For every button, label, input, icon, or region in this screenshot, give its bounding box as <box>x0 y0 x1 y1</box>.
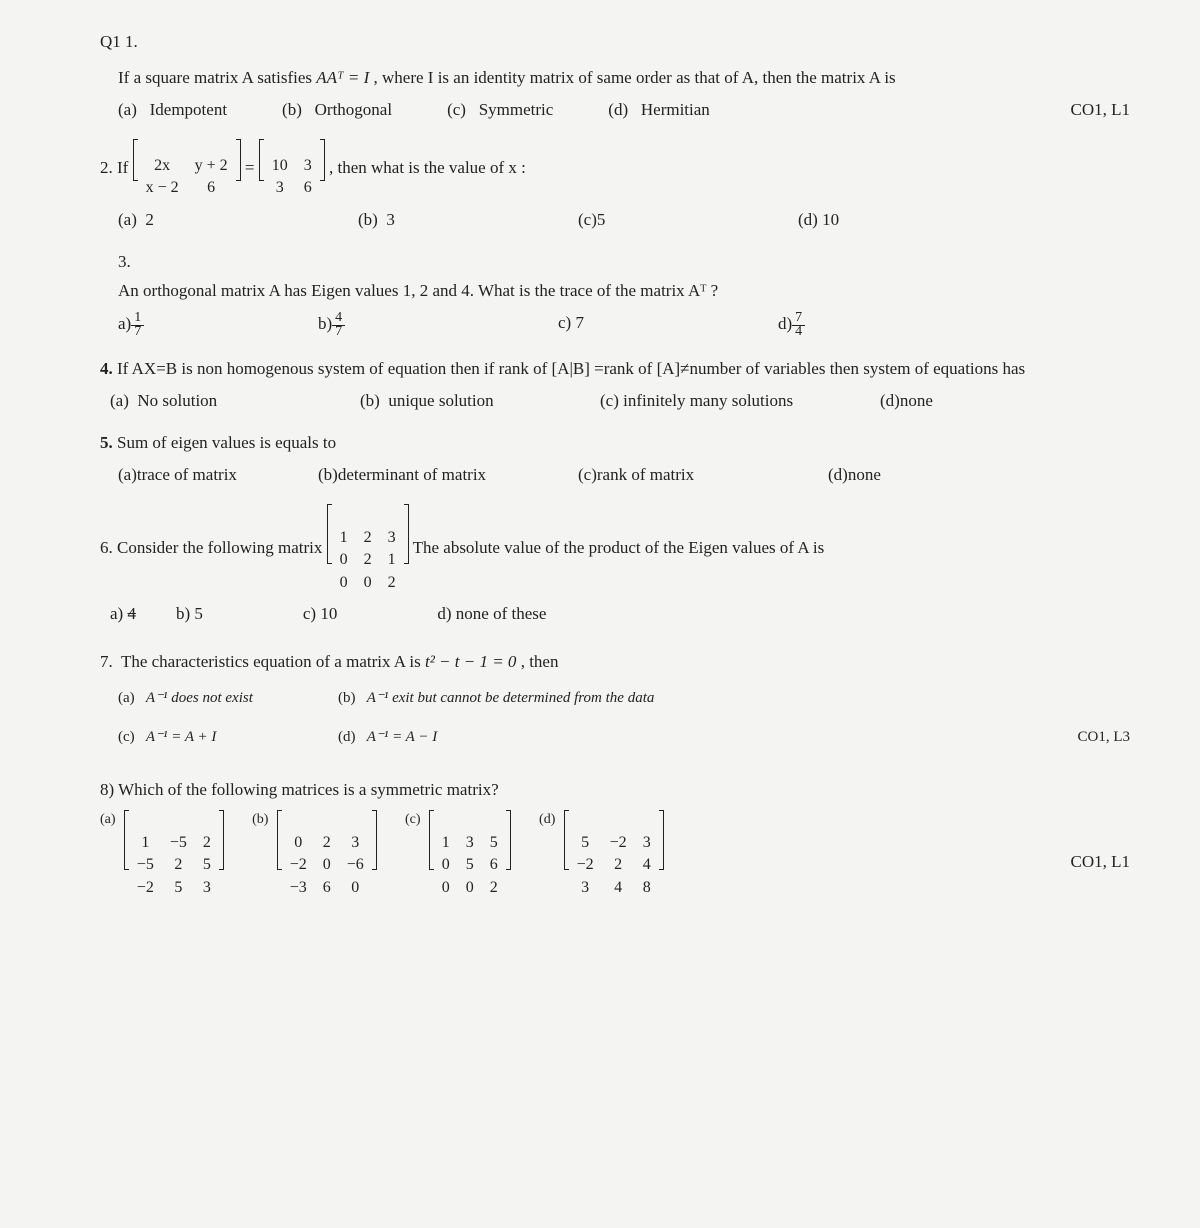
q8-mc: 135056002 <box>429 810 511 900</box>
q7-b: A⁻¹ exit but cannot be determined from t… <box>367 690 655 706</box>
q5: 5. Sum of eigen values is equals to <box>100 431 1130 455</box>
q7: 7. The characteristics equation of a mat… <box>100 650 1130 674</box>
q1-eq: AAᵀ = I <box>316 68 369 87</box>
q4-a: No solution <box>137 391 217 410</box>
q5-a: trace of matrix <box>137 465 237 484</box>
q8-mb: 023−20−6−360 <box>277 810 377 900</box>
q1-d: Hermitian <box>641 100 710 119</box>
q4-d: none <box>900 391 933 410</box>
q6-a: 4 <box>127 604 136 623</box>
q5-c: rank of matrix <box>597 465 694 484</box>
q4-c: infinitely many solutions <box>623 391 793 410</box>
q4-options: (a) No solution (b) unique solution (c) … <box>110 389 1130 413</box>
q8-md: 5−23−224348 <box>564 810 664 900</box>
q8-co: CO1, L1 <box>1071 850 1131 874</box>
q5-text: Sum of eigen values is equals to <box>117 433 336 452</box>
q3-num: 3. <box>118 250 1130 274</box>
q2-options: (a) 2 (b) 3 (c)5 (d) 10 <box>118 208 1130 232</box>
q6-options: a) 4 b) 5 c) 10 d) none of these <box>110 602 1130 626</box>
q2-matrix2: 10336 <box>259 139 325 199</box>
q2-pre: If <box>117 159 133 178</box>
opt-label: (b) <box>282 100 302 119</box>
q2: 2. If 2xy + 2x − 26 = 10336 , then what … <box>100 139 1130 199</box>
q5-b: determinant of matrix <box>338 465 486 484</box>
q1-options: (a) Idempotent (b) Orthogonal (c) Symmet… <box>118 98 1130 122</box>
q4: 4. If AX=B is non homogenous system of e… <box>100 357 1130 381</box>
q8-num: 8) <box>100 780 114 799</box>
q7-num: 7. <box>100 652 113 671</box>
q5-d: none <box>848 465 881 484</box>
opt-label: (a) <box>118 100 137 119</box>
q2-c: 5 <box>597 210 606 229</box>
q7-pre: The characteristics equation of a matrix… <box>121 652 425 671</box>
q2-num: 2. <box>100 159 113 178</box>
q8-ma: 1−52−525−253 <box>124 810 224 900</box>
q1-b: Orthogonal <box>315 100 392 119</box>
q1-text: If a square matrix A satisfies AAᵀ = I ,… <box>118 66 1130 90</box>
q7-post: , then <box>521 652 559 671</box>
q4-num: 4. <box>100 359 113 378</box>
q2-b: 3 <box>386 210 395 229</box>
q7-options-row1: (a) A⁻¹ does not exist (b) A⁻¹ exit but … <box>118 688 1130 709</box>
q6-c: 10 <box>320 604 337 623</box>
q6-b: 5 <box>194 604 203 623</box>
q1-part-a: If a square matrix A satisfies <box>118 68 316 87</box>
q7-c: A⁻¹ = A + I <box>146 729 216 745</box>
q3-options: a)17 b)47 c) 7 d)74 <box>118 311 1130 339</box>
q6-matrix: 123021002 <box>327 504 409 594</box>
q3-text: An orthogonal matrix A has Eigen values … <box>118 279 1130 303</box>
q7-d: A⁻¹ = A − I <box>367 729 437 745</box>
q7-a: A⁻¹ does not exist <box>146 690 253 706</box>
q8-options: (a) 1−52−525−253 (b) 023−20−6−360 (c) 13… <box>100 810 1130 900</box>
q5-options: (a)trace of matrix (b)determinant of mat… <box>118 463 1130 487</box>
q6-post: The absolute value of the product of the… <box>413 538 825 557</box>
opt-label: (c) <box>447 100 466 119</box>
q4-text: If AX=B is non homogenous system of equa… <box>117 359 1025 378</box>
page-header: Q1 1. <box>100 30 1130 54</box>
q6-num: 6. <box>100 538 113 557</box>
q1-co: CO1, L1 <box>1071 98 1131 122</box>
q2-matrix1: 2xy + 2x − 26 <box>133 139 241 199</box>
q8-text: Which of the following matrices is a sym… <box>118 780 499 799</box>
q2-post: , then what is the value of x : <box>329 159 526 178</box>
q2-a: 2 <box>145 210 154 229</box>
q3-c: 7 <box>575 313 584 332</box>
q7-co: CO1, L3 <box>1078 727 1131 748</box>
q1-part-b: , where I is an identity matrix of same … <box>374 68 896 87</box>
q6-pre: Consider the following matrix <box>117 538 327 557</box>
q5-num: 5. <box>100 433 113 452</box>
q8: 8) Which of the following matrices is a … <box>100 778 1130 802</box>
q6-d: none of these <box>456 604 547 623</box>
q1-c: Symmetric <box>479 100 554 119</box>
q2-eq: = <box>245 159 259 178</box>
q7-options-row2: (c) A⁻¹ = A + I (d) A⁻¹ = A − I CO1, L3 <box>118 727 1130 748</box>
q4-b: unique solution <box>388 391 493 410</box>
opt-label: (d) <box>608 100 628 119</box>
q1-a: Idempotent <box>150 100 227 119</box>
q2-d: 10 <box>822 210 839 229</box>
q6: 6. Consider the following matrix 1230210… <box>100 504 1130 594</box>
q7-eq: t² − t − 1 = 0 <box>425 652 516 671</box>
